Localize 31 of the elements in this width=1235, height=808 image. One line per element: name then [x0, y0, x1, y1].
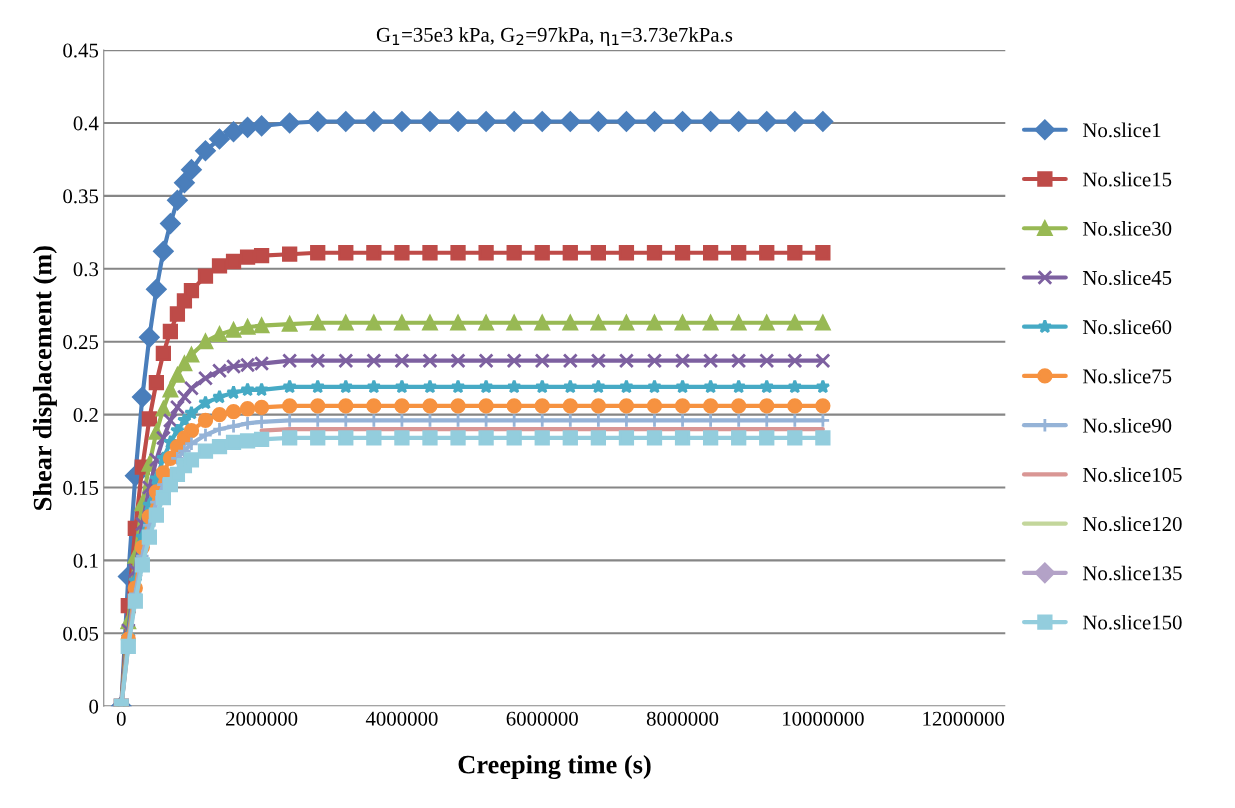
x-tick-label: 2000000	[226, 711, 298, 726]
legend-label: No.slice45	[1082, 270, 1172, 286]
y-tick-label: 0.15	[63, 480, 99, 496]
y-tick-label: 0	[89, 699, 99, 714]
x-axis-title: Creeping time (s)	[458, 754, 651, 780]
chart-title: G$_{1}$=35e3 kPa, G$_{2}$=97kPa, η$_{1}$=3.73e7kPa.s	[376, 27, 733, 47]
x-tick-label: 0	[116, 711, 126, 726]
y-tick-label: 0.25	[63, 335, 99, 350]
y-tick-label: 0.05	[63, 626, 99, 641]
x-tick-label: 12000000	[923, 711, 1005, 726]
x-tick-label: 6000000	[506, 711, 578, 726]
legend-label: No.slice150	[1082, 614, 1182, 630]
legend-label: No.slice30	[1082, 221, 1172, 236]
y-tick-label: 0.2	[73, 407, 98, 423]
legend-label: No.slice90	[1082, 417, 1172, 433]
legend-label: No.slice75	[1082, 368, 1172, 384]
x-tick-label: 8000000	[646, 711, 719, 726]
legend-label: No.slice1	[1082, 122, 1161, 138]
y-tick-label: 0.35	[63, 189, 99, 204]
y-tick-label: 0.4	[73, 116, 99, 131]
x-tick-label: 4000000	[365, 711, 438, 726]
legend-label: No.slice15	[1082, 171, 1172, 187]
legend-label: No.slice135	[1082, 565, 1182, 581]
legend-label: No.slice60	[1082, 319, 1172, 335]
y-axis-title: Shear displacement (m)	[32, 246, 57, 510]
y-tick-label: 0.1	[73, 553, 98, 568]
x-tick-label: 10000000	[783, 711, 864, 726]
y-tick-label: 0.45	[63, 43, 99, 58]
legend-label: No.slice120	[1082, 516, 1182, 532]
y-tick-label: 0.3	[73, 262, 99, 277]
legend-label: No.slice105	[1082, 467, 1182, 482]
